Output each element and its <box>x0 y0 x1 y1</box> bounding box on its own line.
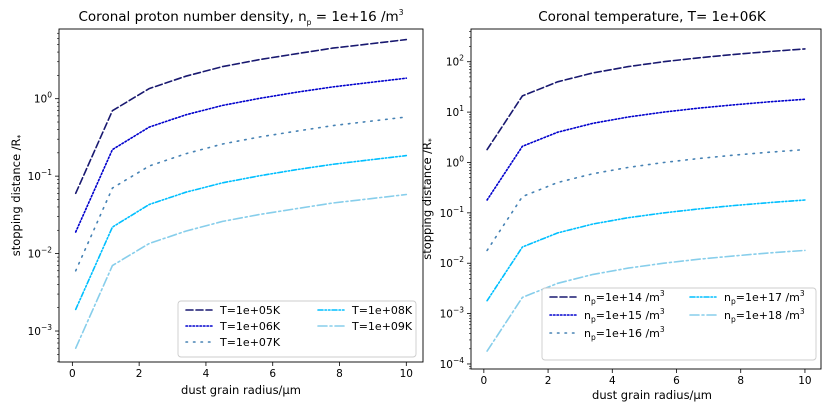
y-tick-label: 10−4 <box>440 356 465 371</box>
legend-entry: T=1e+06K <box>185 320 281 333</box>
legend-entry: np=1e+16 /m3 <box>549 325 665 342</box>
legend-label: T=1e+08K <box>351 304 413 317</box>
legend-entry: T=1e+08K <box>317 304 413 317</box>
x-tick-label: 4 <box>609 375 616 387</box>
legend-label: T=1e+07K <box>219 336 281 349</box>
legend-entry: np=1e+17 /m3 <box>689 289 805 306</box>
legend-entry: np=1e+18 /m3 <box>689 307 805 324</box>
x-tick-label: 10 <box>798 375 811 387</box>
left-chart: Coronal proton number density, np = 1e+1… <box>9 8 424 397</box>
legend-entry: T=1e+07K <box>185 336 281 349</box>
series-line-5 <box>486 249 806 352</box>
series-line-2 <box>74 77 408 233</box>
legend-label: np=1e+16 /m3 <box>584 325 665 342</box>
y-tick-label: 10−2 <box>28 246 53 261</box>
right-y-axis-label: stopping distance /R* <box>420 138 436 260</box>
y-tick-label: 10−3 <box>28 323 53 338</box>
legend-label: np=1e+18 /m3 <box>724 307 805 324</box>
y-tick-label: 10−1 <box>440 205 465 220</box>
legend-label: T=1e+06K <box>219 320 281 333</box>
right-chart-title: Coronal temperature, T= 1e+06K <box>538 9 767 25</box>
y-tick-label: 100 <box>34 91 52 106</box>
series-line-1 <box>74 38 408 195</box>
series-line-4 <box>74 154 408 311</box>
x-tick-label: 6 <box>673 375 680 387</box>
series-line-2 <box>486 98 806 201</box>
y-tick-label: 10−2 <box>440 255 465 270</box>
y-tick-label: 102 <box>446 54 464 69</box>
legend-label: np=1e+17 /m3 <box>724 289 805 306</box>
legend-entry: T=1e+09K <box>317 320 413 333</box>
legend-box <box>541 287 817 361</box>
series-line-3 <box>74 116 408 272</box>
left-x-axis-label: dust grain radius/μm <box>181 383 301 397</box>
legend-label: T=1e+05K <box>219 304 281 317</box>
left-y-axis-label: stopping distance /R* <box>9 134 25 256</box>
x-tick-label: 0 <box>481 375 488 387</box>
x-tick-label: 2 <box>136 368 143 380</box>
x-tick-label: 8 <box>336 368 343 380</box>
right-x-axis-label: dust grain radius/μm <box>592 388 712 402</box>
legend-label: T=1e+09K <box>351 320 413 333</box>
series-line-5 <box>74 193 408 350</box>
x-tick-label: 4 <box>203 368 210 380</box>
right-chart: Coronal temperature, T= 1e+06K 0 2 4 6 8 10 1… <box>420 9 822 402</box>
x-tick-label: 2 <box>545 375 552 387</box>
legend-entry: np=1e+15 /m3 <box>549 307 665 324</box>
left-plot-frame <box>58 28 424 363</box>
legend-box <box>177 300 417 358</box>
y-tick-label: 10−1 <box>28 168 53 183</box>
x-tick-label: 6 <box>269 368 276 380</box>
legend-entry: T=1e+05K <box>185 304 281 317</box>
y-tick-label: 101 <box>446 104 464 119</box>
x-tick-label: 10 <box>400 368 413 380</box>
y-tick-label: 10−3 <box>440 306 465 321</box>
y-tick-label: 100 <box>446 154 464 169</box>
legend-entry: np=1e+14 /m3 <box>549 289 665 306</box>
series-line-1 <box>486 48 806 151</box>
left-chart-title: Coronal proton number density, np = 1e+1… <box>79 8 404 27</box>
legend-label: np=1e+15 /m3 <box>584 307 665 324</box>
series-line-4 <box>486 199 806 302</box>
x-tick-label: 0 <box>69 368 76 380</box>
series-line-3 <box>486 148 806 252</box>
x-tick-label: 8 <box>737 375 744 387</box>
legend-label: np=1e+14 /m3 <box>584 289 665 306</box>
left-legend: T=1e+05K T=1e+06K T=1e+07K T=1e+08K T=1e+09K <box>177 300 417 358</box>
right-plot-frame <box>470 28 822 370</box>
